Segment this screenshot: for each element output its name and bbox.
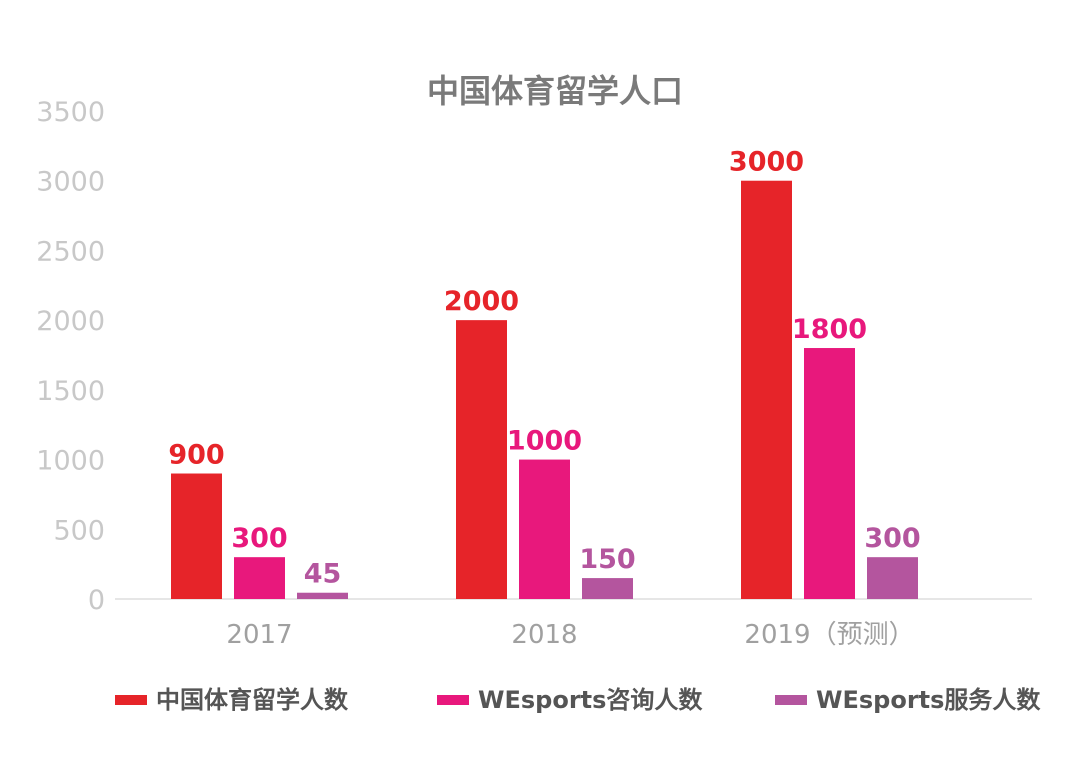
legend-label: WEsports服务人数 [816, 686, 1041, 714]
bar [297, 592, 348, 599]
bar [171, 473, 222, 599]
y-tick-label: 1000 [36, 446, 105, 477]
legend-label: 中国体育留学人数 [156, 686, 349, 714]
y-axis-ticks: 0 500 1000 1500 2000 2500 3000 3500 [36, 97, 105, 616]
data-label: 3000 [729, 147, 804, 178]
y-tick-label: 0 [88, 585, 105, 616]
y-tick-label: 2500 [36, 236, 105, 267]
bar [456, 320, 507, 599]
data-label: 300 [864, 523, 920, 554]
legend: 中国体育留学人数 WEsports咨询人数 WEsports服务人数 [115, 686, 1041, 714]
y-tick-label: 3500 [36, 97, 105, 128]
data-labels: 900 2000 3000 300 1000 1800 45 150 300 [168, 147, 920, 590]
data-label: 2000 [444, 286, 519, 317]
data-label: 900 [168, 440, 224, 471]
legend-swatch [775, 695, 807, 705]
data-label: 45 [304, 559, 342, 590]
data-label: 1800 [792, 314, 867, 345]
data-label: 1000 [507, 426, 582, 457]
x-tick-label: 2018 [511, 620, 577, 650]
bar [741, 180, 792, 599]
y-tick-label: 500 [53, 515, 105, 546]
x-tick-label: 2017 [226, 620, 292, 650]
data-label: 150 [579, 544, 635, 575]
bar [867, 557, 918, 599]
chart-title: 中国体育留学人口 [427, 72, 683, 110]
bar [519, 459, 570, 599]
bar [804, 348, 855, 599]
x-tick-label: 2019（预测） [744, 620, 914, 650]
y-tick-label: 2000 [36, 306, 105, 337]
x-axis-ticks: 2017 2018 2019（预测） [226, 620, 914, 650]
legend-swatch [115, 695, 147, 705]
legend-swatch [437, 695, 469, 705]
legend-label: WEsports咨询人数 [478, 686, 703, 714]
bar [234, 557, 285, 599]
y-tick-label: 3000 [36, 167, 105, 198]
bar [582, 578, 633, 599]
data-label: 300 [231, 523, 287, 554]
y-tick-label: 1500 [36, 376, 105, 407]
bars [171, 180, 918, 599]
